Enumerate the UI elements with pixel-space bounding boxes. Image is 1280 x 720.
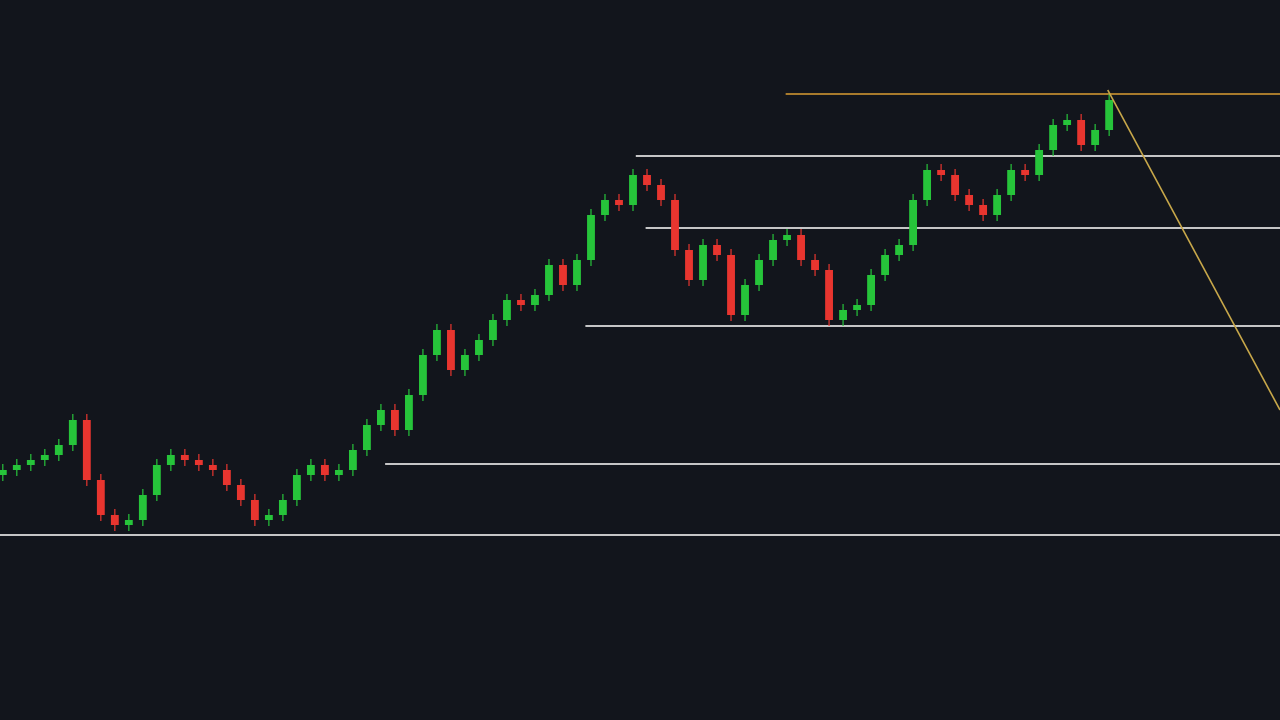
candle-body <box>643 175 651 185</box>
candle-body <box>208 465 217 470</box>
candle-body <box>138 495 147 520</box>
candle-body <box>741 285 749 315</box>
candle-body <box>783 235 791 240</box>
candle-body <box>475 340 483 355</box>
candle-body <box>391 410 399 430</box>
candle-body <box>545 265 553 295</box>
candle-body <box>68 420 77 445</box>
candle-body <box>909 200 918 245</box>
candle-body <box>657 185 665 200</box>
candle-body <box>12 465 21 470</box>
candle-body <box>447 330 455 370</box>
candle-body <box>320 465 329 475</box>
candle-body <box>685 250 693 280</box>
candle-body <box>180 455 189 460</box>
candle-body <box>825 270 833 320</box>
candle-body <box>40 455 49 460</box>
candle-body <box>993 195 1002 215</box>
candle-body <box>306 465 315 475</box>
candle-body <box>559 265 567 285</box>
candle-body <box>867 275 875 305</box>
candle-body <box>895 245 904 255</box>
candle-body <box>951 175 960 195</box>
candle-body <box>769 240 777 260</box>
candle-body <box>166 455 175 465</box>
candle-body <box>601 200 609 215</box>
candle-body <box>292 475 301 500</box>
candle-body <box>965 195 974 205</box>
candle-body <box>54 445 63 455</box>
candle-body <box>489 320 497 340</box>
candle-body <box>615 200 623 205</box>
candle-body <box>278 500 287 515</box>
trend-line <box>1107 89 1280 411</box>
candle-body <box>236 485 245 500</box>
candle-body <box>110 515 119 525</box>
candle-body <box>881 255 889 275</box>
candle-body <box>573 260 581 285</box>
candle-body <box>376 410 385 425</box>
candle-body <box>152 465 161 495</box>
candle-body <box>0 470 7 475</box>
candle-body <box>419 355 427 395</box>
candle-body <box>629 175 637 205</box>
candle-body <box>853 305 861 310</box>
candle-body <box>96 480 105 515</box>
candle-body <box>531 295 539 305</box>
candle-body <box>348 450 357 470</box>
candle-body <box>362 425 371 450</box>
candle-body <box>839 310 847 320</box>
candle-body <box>250 500 259 520</box>
candle-body <box>797 235 805 260</box>
candle-body <box>503 300 511 320</box>
candle-body <box>811 260 819 270</box>
candle-body <box>1063 120 1072 125</box>
candle-body <box>1007 170 1016 195</box>
candle-body <box>671 200 679 250</box>
candle-body <box>587 215 595 260</box>
candle-body <box>923 170 932 200</box>
candle-body <box>124 520 133 525</box>
candle-body <box>979 205 988 215</box>
candle-body <box>517 300 525 305</box>
candle-body <box>937 170 946 175</box>
candle-body <box>1021 170 1030 175</box>
candle-body <box>405 395 413 430</box>
candle-body <box>264 515 273 520</box>
candle-body <box>699 245 707 280</box>
candle-body <box>194 460 203 465</box>
candle-body <box>713 245 721 255</box>
candle-body <box>1035 150 1044 175</box>
candle-body <box>755 260 763 285</box>
candle-body <box>334 470 343 475</box>
candle-body <box>461 355 469 370</box>
candle-body <box>1105 100 1114 130</box>
candle-body <box>433 330 441 355</box>
candle-body <box>26 460 35 465</box>
candle-body <box>222 470 231 485</box>
candle-body <box>82 420 91 480</box>
candle-body <box>1077 120 1086 145</box>
candle-body <box>1091 130 1100 145</box>
candle-body <box>727 255 735 315</box>
candle-body <box>1049 125 1058 150</box>
